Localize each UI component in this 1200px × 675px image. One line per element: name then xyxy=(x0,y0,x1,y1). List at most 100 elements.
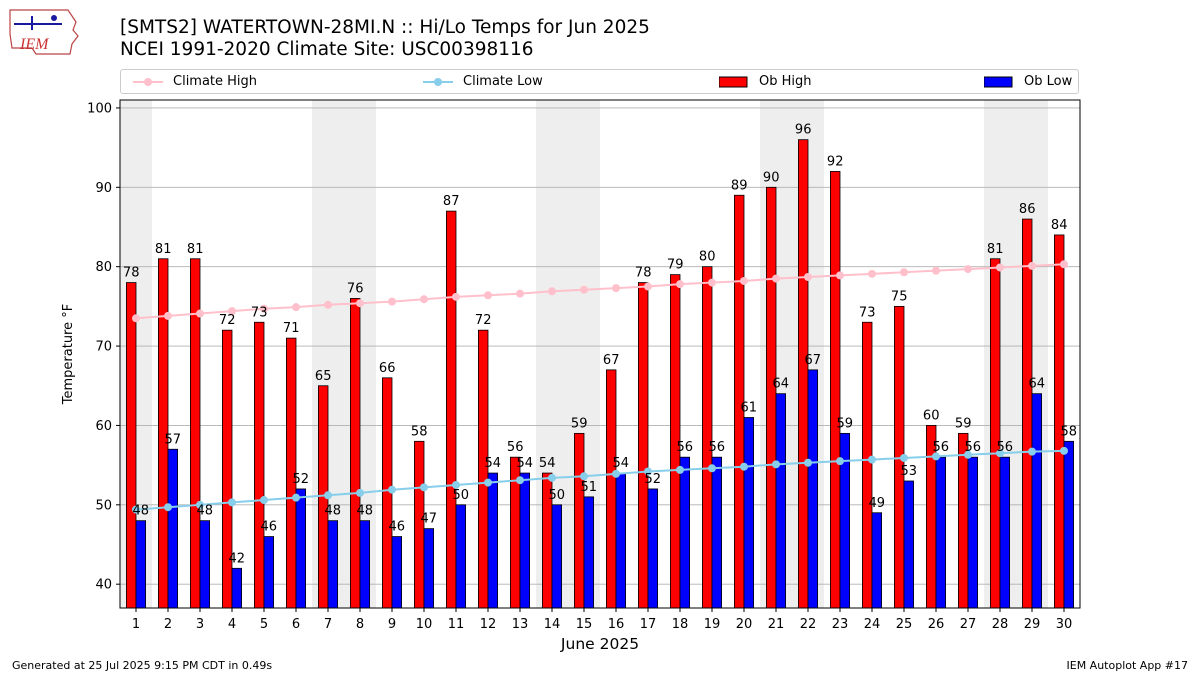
data-label-ob-low: 52 xyxy=(645,472,662,487)
x-tick-label: 21 xyxy=(768,617,785,632)
point-climate-high xyxy=(1060,260,1068,269)
bar-ob-low xyxy=(1063,440,1075,609)
bar-ob-low xyxy=(359,520,371,609)
bar-ob-low xyxy=(615,472,627,609)
bar-ob-low xyxy=(391,536,403,609)
data-label-ob-high: 73 xyxy=(859,305,876,320)
point-climate-low xyxy=(900,453,908,462)
x-tick-label: 19 xyxy=(704,617,721,632)
bar-ob-low xyxy=(455,504,467,609)
x-tick-label: 8 xyxy=(356,617,364,632)
data-label-ob-low: 64 xyxy=(773,377,790,392)
data-label-ob-low: 47 xyxy=(421,512,438,527)
x-tick-label: 5 xyxy=(260,617,268,632)
bar-ob-low xyxy=(871,512,883,609)
x-tick-label: 6 xyxy=(292,617,300,632)
point-climate-high xyxy=(228,307,236,316)
data-label-ob-high: 78 xyxy=(635,266,652,281)
data-label-ob-high: 87 xyxy=(443,194,460,209)
chart-title: [SMTS2] WATERTOWN-28MI.N :: Hi/Lo Temps … xyxy=(120,17,650,38)
x-tick-label: 2 xyxy=(164,617,172,632)
bar-ob-low xyxy=(647,488,659,609)
point-climate-high xyxy=(900,268,908,277)
data-label-ob-low: 61 xyxy=(741,401,758,416)
point-climate-high xyxy=(964,265,972,274)
point-climate-high xyxy=(836,271,844,280)
data-label-ob-low: 53 xyxy=(901,464,918,479)
data-label-ob-low: 59 xyxy=(837,416,854,431)
point-climate-low xyxy=(484,478,492,487)
data-label-ob-low: 58 xyxy=(1061,424,1078,439)
point-climate-high xyxy=(868,269,876,278)
logo-text: IEM xyxy=(19,36,50,53)
point-climate-high xyxy=(676,280,684,289)
data-label-ob-low: 56 xyxy=(709,440,726,455)
point-climate-low xyxy=(420,483,428,492)
bar-ob-high xyxy=(574,432,585,609)
data-label-ob-low: 48 xyxy=(357,504,374,519)
iem-logo: IEM xyxy=(9,9,79,55)
bar-ob-low xyxy=(999,456,1011,609)
legend-climate-low: Climate Low xyxy=(423,70,543,93)
point-climate-high xyxy=(644,282,652,291)
legend-label: Ob High xyxy=(759,74,812,89)
data-label-ob-high: 72 xyxy=(219,313,236,328)
bar-ob-low xyxy=(199,520,211,609)
data-label-ob-high: 72 xyxy=(475,313,492,328)
bar-ob-high xyxy=(638,282,649,609)
point-climate-low xyxy=(1028,447,1036,456)
bar-ob-high xyxy=(126,282,137,609)
y-tick-label: 100 xyxy=(87,101,112,116)
data-label-ob-high: 73 xyxy=(251,305,268,320)
point-climate-low xyxy=(996,449,1004,458)
x-tick-label: 26 xyxy=(928,617,945,632)
point-climate-low xyxy=(1060,446,1068,455)
bar-ob-high xyxy=(958,432,969,609)
point-climate-low xyxy=(676,465,684,474)
bar-ob-high xyxy=(990,258,1001,609)
bar-ob-low xyxy=(583,496,595,609)
bar-ob-low xyxy=(967,456,979,609)
point-climate-low xyxy=(260,496,268,505)
point-climate-low xyxy=(196,500,204,509)
bar-ob-low xyxy=(679,456,691,609)
point-climate-high xyxy=(996,263,1004,272)
point-climate-high xyxy=(356,299,364,308)
point-climate-high xyxy=(612,284,620,293)
data-label-ob-high: 89 xyxy=(731,178,748,193)
point-climate-high xyxy=(932,266,940,275)
bar-ob-low xyxy=(327,520,339,609)
legend-label: Ob Low xyxy=(1024,74,1073,89)
point-climate-low xyxy=(228,498,236,507)
data-label-ob-high: 67 xyxy=(603,353,620,368)
x-tick-label: 3 xyxy=(196,617,204,632)
data-label-ob-low: 46 xyxy=(389,520,406,535)
y-tick-label: 50 xyxy=(95,498,112,513)
data-label-ob-low: 48 xyxy=(325,504,342,519)
y-tick-label: 70 xyxy=(95,340,112,355)
y-axis-label: Temperature °F xyxy=(61,304,76,405)
point-climate-low xyxy=(932,452,940,461)
point-climate-low xyxy=(388,485,396,494)
bar-ob-low xyxy=(295,488,307,609)
data-label-ob-low: 64 xyxy=(1029,377,1046,392)
data-label-ob-low: 48 xyxy=(197,504,214,519)
bar-ob-low xyxy=(807,369,819,609)
data-label-ob-low: 54 xyxy=(613,456,630,471)
x-tick-label: 30 xyxy=(1056,617,1073,632)
x-tick-label: 1 xyxy=(132,617,140,632)
legend-ob-low: Ob Low xyxy=(984,70,1072,93)
point-climate-high xyxy=(260,304,268,313)
data-label-ob-high: 58 xyxy=(411,424,428,439)
data-label-ob-high: 76 xyxy=(347,281,364,296)
data-label-ob-high: 66 xyxy=(379,361,396,376)
x-tick-label: 25 xyxy=(896,617,913,632)
bar-ob-low xyxy=(551,504,563,609)
point-climate-high xyxy=(740,276,748,285)
x-tick-label: 17 xyxy=(640,617,657,632)
bar-ob-low xyxy=(263,536,275,609)
bar-ob-high xyxy=(830,171,841,609)
data-label-ob-high: 78 xyxy=(123,266,140,281)
point-climate-high xyxy=(804,273,812,282)
bar-ob-low xyxy=(423,528,435,609)
